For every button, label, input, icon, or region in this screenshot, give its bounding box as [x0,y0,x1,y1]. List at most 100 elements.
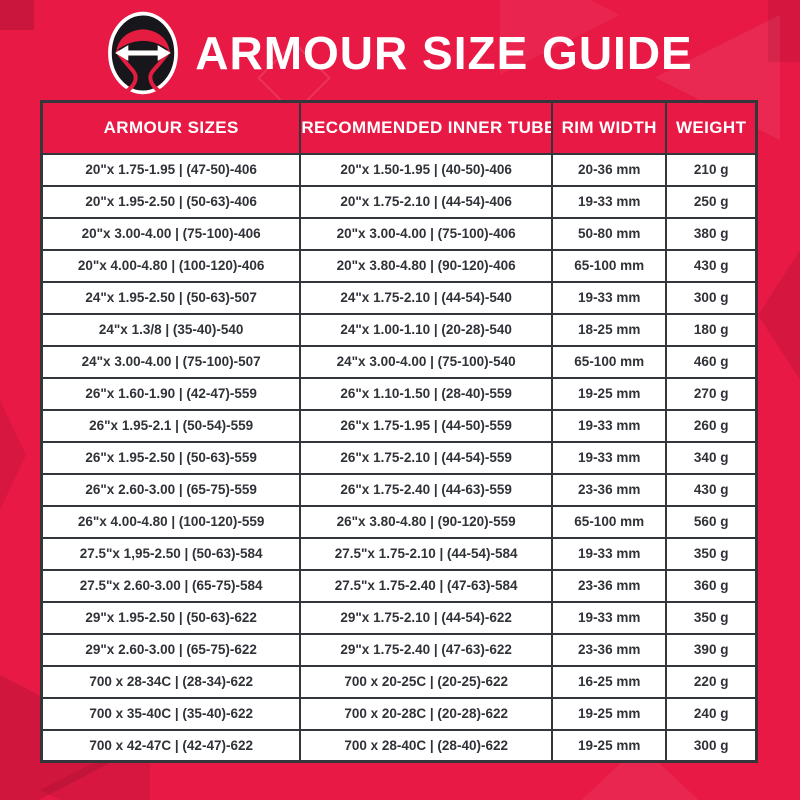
table-cell: 700 x 20-28C | (20-28)-622 [299,696,553,731]
table-cell: 26"x 1.75-2.40 | (44-63)-559 [299,472,553,507]
column-header-rim-width: RIM WIDTH [550,100,668,155]
table-cell: 19-33 mm [550,536,668,571]
table-cell: 700 x 28-40C | (28-40)-622 [299,728,553,763]
column-header-recommended-tube: RECOMMENDED INNER TUBE [299,100,553,155]
table-cell: 20"x 1.50-1.95 | (40-50)-406 [299,152,553,187]
bg-shape [0,0,34,30]
table-cell: 20"x 3.00-4.00 | (75-100)-406 [40,216,302,251]
table-row: 26"x 1.60-1.90 | (42-47)-559 26"x 1.10-1.… [40,376,758,411]
table-cell: 19-25 mm [550,376,668,411]
table-cell: 19-33 mm [550,600,668,635]
table-cell: 19-33 mm [550,440,668,475]
table-cell: 20-36 mm [550,152,668,187]
table-cell: 260 g [665,408,758,443]
table-row: 29"x 1.95-2.50 | (50-63)-622 29"x 1.75-2.… [40,600,758,635]
table-cell: 700 x 35-40C | (35-40)-622 [40,696,302,731]
table-cell: 360 g [665,568,758,603]
table-cell: 300 g [665,728,758,763]
table-cell: 24"x 3.00-4.00 | (75-100)-507 [40,344,302,379]
table-cell: 26"x 1.60-1.90 | (42-47)-559 [40,376,302,411]
table-cell: 26"x 1.95-2.50 | (50-63)-559 [40,440,302,475]
table-cell: 24"x 1.95-2.50 | (50-63)-507 [40,280,302,315]
table-cell: 20"x 1.95-2.50 | (50-63)-406 [40,184,302,219]
table-cell: 180 g [665,312,758,347]
table-row: 700 x 28-34C | (28-34)-622 700 x 20-25C |… [40,664,758,699]
table-cell: 24"x 3.00-4.00 | (75-100)-540 [299,344,553,379]
table-cell: 29"x 2.60-3.00 | (65-75)-622 [40,632,302,667]
page-header: ARMOUR SIZE GUIDE [0,8,800,98]
table-row: 20"x 4.00-4.80 | (100-120)-406 20"x 3.80-… [40,248,758,283]
table-cell: 560 g [665,504,758,539]
table-cell: 65-100 mm [550,504,668,539]
size-guide-table: ARMOUR SIZES RECOMMENDED INNER TUBE RIM … [40,100,758,763]
table-cell: 350 g [665,600,758,635]
table-cell: 20"x 1.75-2.10 | (44-54)-406 [299,184,553,219]
column-header-armour-sizes: ARMOUR SIZES [40,100,302,155]
table-cell: 26"x 2.60-3.00 | (65-75)-559 [40,472,302,507]
table-cell: 19-25 mm [550,728,668,763]
table-cell: 700 x 42-47C | (42-47)-622 [40,728,302,763]
table-cell: 20"x 1.75-1.95 | (47-50)-406 [40,152,302,187]
table-row: 24"x 1.95-2.50 | (50-63)-507 24"x 1.75-2.… [40,280,758,315]
table-cell: 700 x 20-25C | (20-25)-622 [299,664,553,699]
table-cell: 26"x 1.75-1.95 | (44-50)-559 [299,408,553,443]
table-cell: 50-80 mm [550,216,668,251]
table-cell: 29"x 1.95-2.50 | (50-63)-622 [40,600,302,635]
table-row: 27.5"x 1,95-2.50 | (50-63)-584 27.5"x 1.7… [40,536,758,571]
table-cell: 29"x 1.75-2.40 | (47-63)-622 [299,632,553,667]
table-row: 29"x 2.60-3.00 | (65-75)-622 29"x 1.75-2.… [40,632,758,667]
table-row: 700 x 35-40C | (35-40)-622 700 x 20-28C |… [40,696,758,731]
table-cell: 27.5"x 1,95-2.50 | (50-63)-584 [40,536,302,571]
tube-width-arrow-icon [107,11,179,95]
table-cell: 29"x 1.75-2.10 | (44-54)-622 [299,600,553,635]
table-cell: 27.5"x 1.75-2.40 | (47-63)-584 [299,568,553,603]
table-cell: 300 g [665,280,758,315]
table-cell: 430 g [665,472,758,507]
table-cell: 19-25 mm [550,696,668,731]
table-row: 26"x 4.00-4.80 | (100-120)-559 26"x 3.80-… [40,504,758,539]
table-cell: 250 g [665,184,758,219]
table-cell: 26"x 1.10-1.50 | (28-40)-559 [299,376,553,411]
table-cell: 270 g [665,376,758,411]
table-cell: 20"x 3.00-4.00 | (75-100)-406 [299,216,553,251]
table-cell: 210 g [665,152,758,187]
table-cell: 26"x 4.00-4.80 | (100-120)-559 [40,504,302,539]
column-header-weight: WEIGHT [665,100,758,155]
table-cell: 19-33 mm [550,184,668,219]
table-cell: 350 g [665,536,758,571]
table-header-row: ARMOUR SIZES RECOMMENDED INNER TUBE RIM … [40,100,758,155]
table-cell: 380 g [665,216,758,251]
table-row: 700 x 42-47C | (42-47)-622 700 x 28-40C |… [40,728,758,763]
table-row: 24"x 3.00-4.00 | (75-100)-507 24"x 3.00-4… [40,344,758,379]
table-cell: 23-36 mm [550,568,668,603]
table-body: 20"x 1.75-1.95 | (47-50)-406 20"x 1.50-1.… [40,152,758,763]
table-cell: 24"x 1.3/8 | (35-40)-540 [40,312,302,347]
table-cell: 24"x 1.75-2.10 | (44-54)-540 [299,280,553,315]
table-cell: 65-100 mm [550,344,668,379]
table-cell: 700 x 28-34C | (28-34)-622 [40,664,302,699]
table-cell: 24"x 1.00-1.10 | (20-28)-540 [299,312,553,347]
table-cell: 340 g [665,440,758,475]
table-row: 26"x 1.95-2.1 | (50-54)-559 26"x 1.75-1.9… [40,408,758,443]
page-title: ARMOUR SIZE GUIDE [195,27,693,79]
table-cell: 460 g [665,344,758,379]
table-cell: 18-25 mm [550,312,668,347]
table-cell: 27.5"x 1.75-2.10 | (44-54)-584 [299,536,553,571]
table-cell: 65-100 mm [550,248,668,283]
table-row: 20"x 1.75-1.95 | (47-50)-406 20"x 1.50-1.… [40,152,758,187]
table-row: 27.5"x 2.60-3.00 | (65-75)-584 27.5"x 1.7… [40,568,758,603]
table-cell: 23-36 mm [550,632,668,667]
table-cell: 19-33 mm [550,280,668,315]
table-row: 26"x 1.95-2.50 | (50-63)-559 26"x 1.75-2.… [40,440,758,475]
table-row: 20"x 1.95-2.50 | (50-63)-406 20"x 1.75-2.… [40,184,758,219]
table-cell: 19-33 mm [550,408,668,443]
table-cell: 220 g [665,664,758,699]
table-cell: 20"x 3.80-4.80 | (90-120)-406 [299,248,553,283]
table-cell: 27.5"x 2.60-3.00 | (65-75)-584 [40,568,302,603]
table-cell: 16-25 mm [550,664,668,699]
table-cell: 23-36 mm [550,472,668,507]
table-cell: 26"x 1.75-2.10 | (44-54)-559 [299,440,553,475]
table-row: 26"x 2.60-3.00 | (65-75)-559 26"x 1.75-2.… [40,472,758,507]
bg-shape [758,250,800,380]
